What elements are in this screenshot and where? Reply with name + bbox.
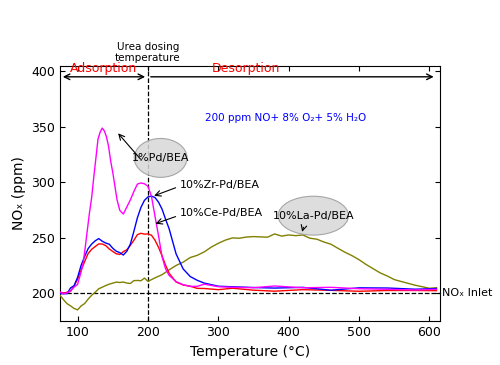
Ellipse shape [278,196,348,235]
Text: Adsorption: Adsorption [70,62,138,74]
Text: 1%Pd/BEA: 1%Pd/BEA [132,153,190,163]
X-axis label: Temperature (°C): Temperature (°C) [190,345,310,359]
Text: 10%Zr-Pd/BEA: 10%Zr-Pd/BEA [180,180,260,189]
Text: 200 ppm NO+ 8% O₂+ 5% H₂O: 200 ppm NO+ 8% O₂+ 5% H₂O [204,113,366,123]
Y-axis label: NOₓ (ppm): NOₓ (ppm) [12,157,26,230]
Ellipse shape [134,138,187,177]
Text: NOₓ Inlet: NOₓ Inlet [442,288,492,299]
Text: Desorption: Desorption [212,62,280,74]
Text: 10%Ce-Pd/BEA: 10%Ce-Pd/BEA [180,208,263,218]
Text: 10%La-Pd/BEA: 10%La-Pd/BEA [272,211,354,221]
Text: Urea dosing
temperature: Urea dosing temperature [115,42,181,63]
